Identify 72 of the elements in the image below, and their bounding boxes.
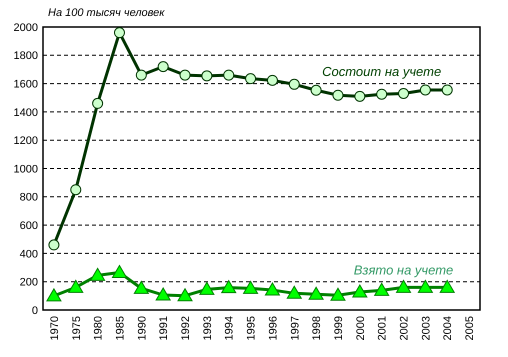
x-tick-label: 1991 [158,316,170,340]
x-tick-label: 1993 [202,316,214,340]
x-tick-label: 1990 [136,316,148,340]
y-tick-label: 1400 [14,106,38,119]
x-tick-label: 2002 [398,316,411,340]
y-tick-label: 800 [20,192,38,204]
point [420,84,431,96]
x-tick-label: 1998 [311,316,324,340]
point [288,78,300,90]
y-tick-label: 1800 [14,50,38,62]
point [90,268,106,281]
point [178,288,193,302]
y-tick-label: 0 [32,304,38,317]
point [201,70,212,82]
x-tick-label: 2004 [442,316,454,340]
y-tick-label: 2000 [14,22,38,34]
point [330,288,346,301]
point [199,282,214,295]
y-tick-label: 600 [20,220,38,232]
point [352,284,368,298]
point [376,88,388,100]
point [46,288,62,302]
point [221,280,236,294]
y-tick-label: 200 [20,276,38,289]
point [245,73,256,84]
x-tick-label: 1985 [114,316,126,340]
x-tick-label: 2005 [464,316,476,340]
series-label: Взято на учете [354,262,454,278]
x-tick-label: 1970 [48,316,61,340]
point [243,280,258,294]
x-tick-label: 1996 [267,316,280,340]
point [398,88,410,100]
point [396,280,412,293]
point [440,280,455,293]
x-tick-label: 1999 [332,316,345,340]
x-tick-label: 2003 [420,316,432,340]
point [134,280,149,294]
point [158,61,169,72]
y-tick-label: 1600 [14,78,38,90]
point [332,90,344,101]
x-tick-label: 1995 [246,316,258,340]
x-tick-label: 1997 [289,316,302,340]
point [310,84,322,96]
point [418,280,433,293]
chart-title: На 100 тысяч человек [48,7,166,19]
x-tick-label: 1994 [224,316,236,340]
point [156,288,171,300]
y-tick-label: 400 [20,248,38,260]
point [92,98,104,109]
point [68,280,84,293]
x-tick-label: 1992 [180,316,192,340]
point [286,286,302,299]
point [180,70,191,81]
point [354,90,366,102]
point [266,74,278,86]
x-tick-label: 1980 [92,316,105,340]
point [223,70,234,81]
y-tick-label: 1200 [14,135,38,148]
point [114,27,125,38]
point [48,239,60,250]
point [70,184,82,196]
series-label: Состоит на учете [322,64,442,80]
y-tick-label: 1000 [14,163,38,176]
x-tick-label: 1975 [70,316,83,340]
point [308,286,324,300]
point [112,265,127,278]
point [264,282,280,296]
x-tick-label: 2000 [354,316,367,340]
point [442,84,453,96]
x-tick-label: 2001 [376,316,389,340]
point [136,70,147,81]
point [374,282,390,296]
